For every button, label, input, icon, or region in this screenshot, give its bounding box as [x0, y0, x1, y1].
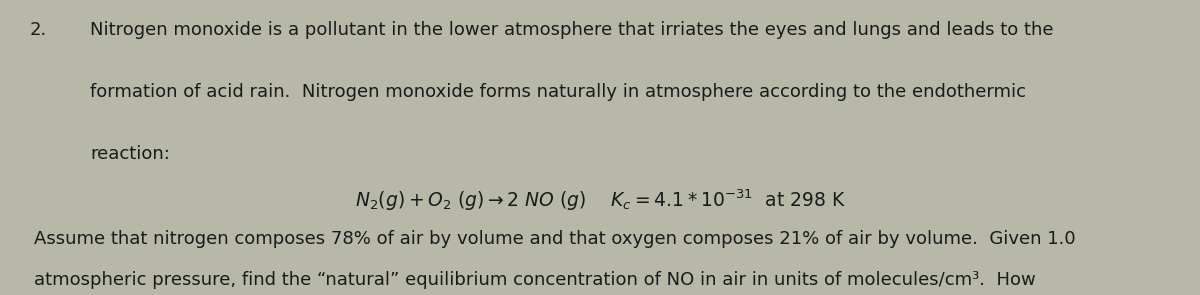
Text: 2.: 2.: [30, 21, 47, 39]
Text: atmospheric pressure, find the “natural” equilibrium concentration of NO in air : atmospheric pressure, find the “natural”…: [34, 271, 1036, 289]
Text: Assume that nitrogen composes 78% of air by volume and that oxygen composes 21% : Assume that nitrogen composes 78% of air…: [34, 230, 1075, 248]
Text: formation of acid rain.  Nitrogen monoxide forms naturally in atmosphere accordi: formation of acid rain. Nitrogen monoxid…: [90, 83, 1026, 101]
Text: reaction:: reaction:: [90, 145, 170, 163]
Text: $N_2(g) + O_2\ (g) \rightarrow 2\ NO\ (g)\ \ \ \ K_c = 4.1 * 10^{-31}\ \ \mathrm: $N_2(g) + O_2\ (g) \rightarrow 2\ NO\ (g…: [355, 187, 845, 213]
Text: Nitrogen monoxide is a pollutant in the lower atmosphere that irriates the eyes : Nitrogen monoxide is a pollutant in the …: [90, 21, 1054, 39]
